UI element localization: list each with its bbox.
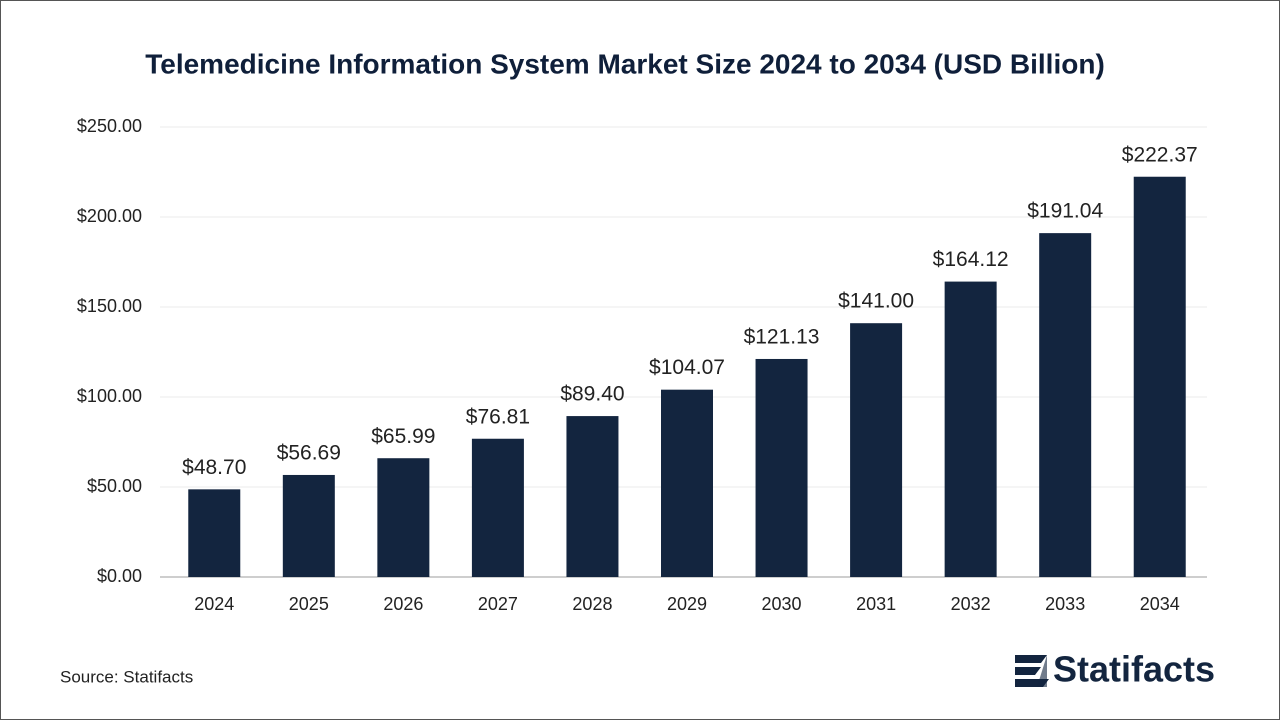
- x-tick-label: 2033: [1045, 594, 1085, 614]
- value-label: $76.81: [466, 405, 530, 428]
- value-label: $56.69: [277, 442, 341, 465]
- x-tick-label: 2029: [667, 594, 707, 614]
- y-tick-label: $100.00: [77, 386, 142, 406]
- y-tick-label: $0.00: [97, 566, 142, 586]
- bar: [1133, 176, 1186, 577]
- y-tick-label: $200.00: [77, 206, 142, 226]
- chart-title: Telemedicine Information System Market S…: [145, 48, 1105, 79]
- brand-name: Statifacts: [1053, 649, 1215, 690]
- x-tick-label: 2032: [951, 594, 991, 614]
- value-label: $222.37: [1122, 143, 1198, 166]
- y-tick-label: $250.00: [77, 116, 142, 136]
- value-label: $121.13: [744, 326, 820, 349]
- value-label: $89.40: [560, 383, 624, 406]
- bar: [471, 438, 524, 577]
- x-tick-label: 2034: [1140, 594, 1180, 614]
- brand-logo: Statifacts: [1015, 649, 1215, 690]
- value-label: $164.12: [933, 248, 1009, 271]
- y-tick-label: $50.00: [87, 476, 142, 496]
- bar: [850, 323, 903, 577]
- bar: [188, 489, 241, 577]
- bar: [944, 281, 997, 577]
- bar: [566, 416, 619, 577]
- x-tick-label: 2024: [194, 594, 234, 614]
- logo-icon: [1015, 655, 1049, 687]
- source: Source: Statifacts: [60, 667, 193, 686]
- y-tick-label: $150.00: [77, 296, 142, 316]
- bar: [1039, 233, 1092, 578]
- value-label: $48.70: [182, 456, 246, 479]
- bar: [282, 474, 335, 577]
- x-tick-label: 2028: [572, 594, 612, 614]
- value-label: $65.99: [371, 425, 435, 448]
- value-label: $141.00: [838, 290, 914, 313]
- bar: [755, 358, 808, 577]
- bar: [661, 389, 713, 577]
- x-tick-label: 2025: [289, 594, 329, 614]
- x-tick-label: 2026: [383, 594, 423, 614]
- value-label: $104.07: [649, 356, 725, 379]
- x-tick-label: 2027: [478, 594, 518, 614]
- value-label: $191.04: [1027, 200, 1103, 223]
- bar: [377, 458, 430, 577]
- x-tick-label: 2031: [856, 594, 896, 614]
- x-tick-label: 2030: [762, 594, 802, 614]
